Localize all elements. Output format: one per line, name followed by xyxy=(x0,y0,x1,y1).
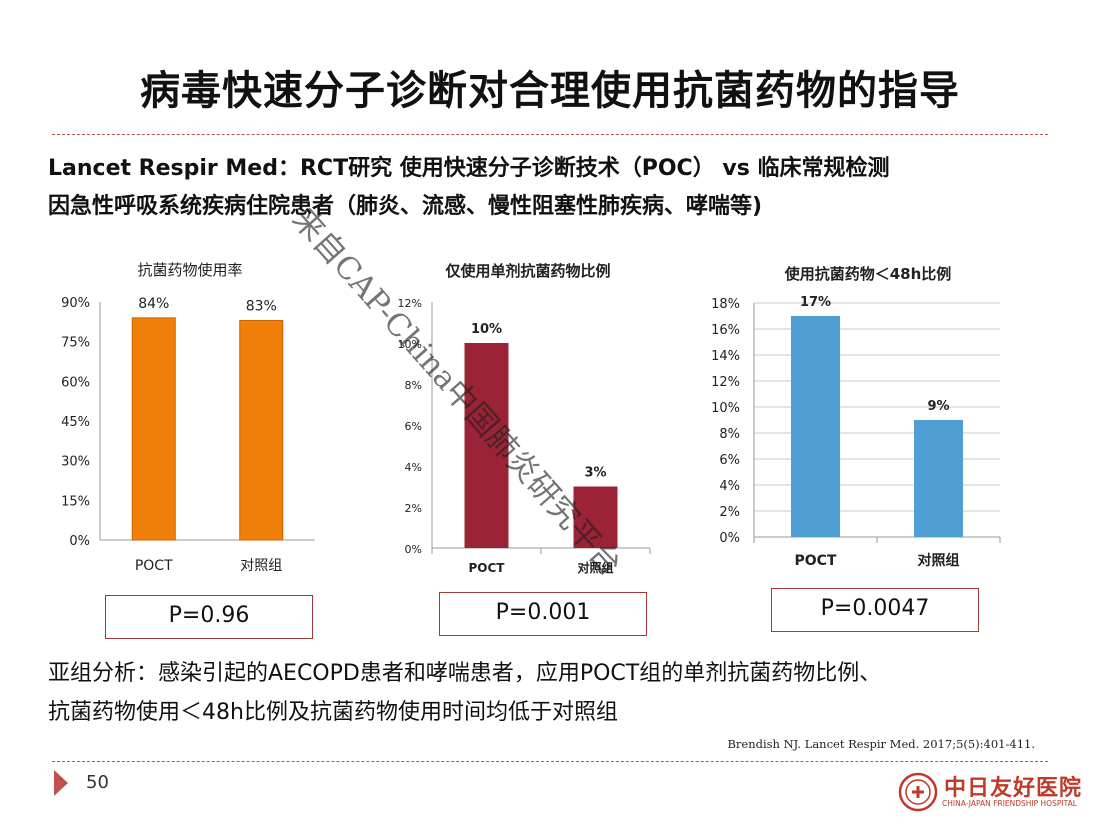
chart-2-data-label: 10% xyxy=(471,322,502,337)
chart-1-y-tick-label: 0% xyxy=(69,534,90,549)
chart-2-y-tick-label: 4% xyxy=(405,461,422,474)
chart-1-data-label: 83% xyxy=(246,299,277,315)
chart-3-y-tick-label: 18% xyxy=(711,297,740,312)
chart-1-bar xyxy=(131,317,176,541)
chart-2-y-tick-label: 0% xyxy=(405,543,422,556)
chart-1-bar xyxy=(239,320,284,541)
p-value-box-3: P=0.0047 xyxy=(771,588,979,632)
page-number: 50 xyxy=(86,772,109,793)
chart-2-y-tick-label: 12% xyxy=(398,297,422,310)
bottom-divider xyxy=(52,761,1048,762)
chart-3-category-label: POCT xyxy=(795,553,837,569)
chart-1-y-tick-label: 90% xyxy=(61,296,90,311)
chart-2-bar xyxy=(573,486,618,548)
hospital-emblem-icon xyxy=(898,772,938,812)
chart-3-y-tick-label: 8% xyxy=(719,427,740,442)
chart-3-y-tick-label: 12% xyxy=(711,375,740,390)
chart-3-category-label: 对照组 xyxy=(918,552,960,569)
intro-line-2: 因急性呼吸系统疾病住院患者（肺炎、流感、慢性阻塞性肺疾病、哮喘等) xyxy=(48,194,763,219)
chart-2-category-label: 对照组 xyxy=(577,560,613,575)
chart-3-y-tick-label: 10% xyxy=(711,401,740,416)
chart-3-data-label: 17% xyxy=(800,295,831,310)
chart-3-y-tick-label: 14% xyxy=(711,349,740,364)
chart-3-y-tick-label: 4% xyxy=(719,479,740,494)
citation: Brendish NJ. Lancet Respir Med. 2017;5(5… xyxy=(727,737,1035,751)
subgroup-line-1: 亚组分析：感染引起的AECOPD患者和哮喘患者，应用POCT组的单剂抗菌药物比例… xyxy=(48,661,882,686)
chart-3-data-label: 9% xyxy=(927,399,949,414)
chart-1-y-tick-label: 60% xyxy=(61,375,90,390)
chart-2-y-tick-label: 6% xyxy=(405,420,422,433)
chart-3-y-tick-label: 6% xyxy=(719,453,740,468)
chart-1-y-tick-label: 45% xyxy=(61,415,90,430)
page-arrow-icon xyxy=(54,770,68,796)
top-divider xyxy=(52,134,1048,135)
chart-2-category-label: POCT xyxy=(469,561,506,575)
chart-1-category-label: 对照组 xyxy=(240,558,282,574)
chart-1-data-label: 84% xyxy=(138,296,169,312)
chart-1-y-tick-label: 15% xyxy=(61,494,90,509)
chart-3-bar xyxy=(791,316,840,537)
chart-1-category-label: POCT xyxy=(135,558,173,574)
intro-line-1: Lancet Respir Med：RCT研究 使用快速分子诊断技术（POC） … xyxy=(48,156,890,181)
chart-3-y-tick-label: 16% xyxy=(711,323,740,338)
p-value-box-1: P=0.96 xyxy=(105,595,313,639)
chart-2-title: 仅使用单剂抗菌药物比例 xyxy=(444,262,610,280)
chart-3-bar xyxy=(914,420,963,537)
subgroup-line-2: 抗菌药物使用＜48h比例及抗菌药物使用时间均低于对照组 xyxy=(48,700,618,725)
chart-3-y-tick-label: 0% xyxy=(719,531,740,546)
chart-2-bar xyxy=(464,343,509,548)
hospital-name-en: CHINA-JAPAN FRIENDSHIP HOSPITAL xyxy=(942,799,1077,808)
chart-1-y-tick-label: 30% xyxy=(61,455,90,470)
chart-1-title: 抗菌药物使用率 xyxy=(137,261,242,279)
chart-1-y-tick-label: 75% xyxy=(61,336,90,351)
hospital-logo: 中日友好医院 CHINA-JAPAN FRIENDSHIP HOSPITAL xyxy=(898,768,1081,816)
chart-2-y-tick-label: 10% xyxy=(398,338,422,351)
p-value-box-2: P=0.001 xyxy=(439,592,647,636)
chart-3-title: 使用抗菌药物＜48h比例 xyxy=(784,265,952,283)
chart-3-y-tick-label: 2% xyxy=(719,505,740,520)
hospital-name-cn: 中日友好医院 xyxy=(944,775,1083,801)
chart-2-y-tick-label: 8% xyxy=(405,379,422,392)
chart-2-data-label: 3% xyxy=(584,466,606,481)
chart-2-y-tick-label: 2% xyxy=(405,502,422,515)
slide-title: 病毒快速分子诊断对合理使用抗菌药物的指导 xyxy=(140,68,960,114)
